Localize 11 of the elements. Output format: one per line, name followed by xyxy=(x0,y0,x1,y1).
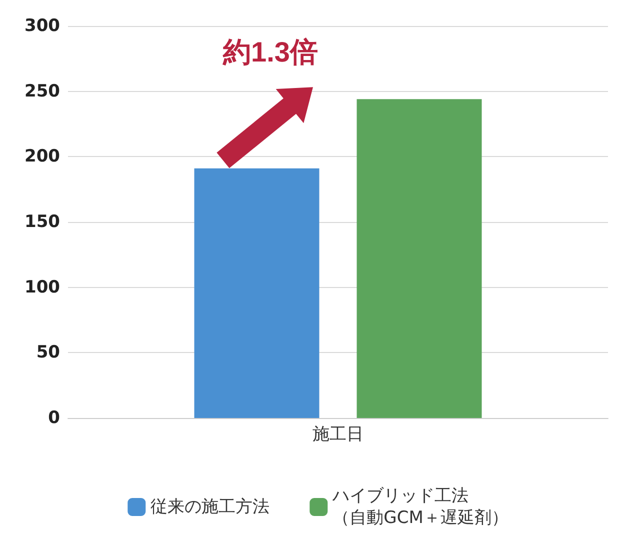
y-tick-label: 0 xyxy=(48,408,60,428)
legend-label: 従来の施工方法 xyxy=(150,497,270,517)
y-tick-label: 200 xyxy=(24,146,60,167)
y-tick-label: 250 xyxy=(24,81,60,102)
legend-label: ハイブリッド工法（自動GCM＋遅延剤） xyxy=(332,486,508,528)
y-tick-label: 300 xyxy=(24,16,60,36)
y-tick-label: 150 xyxy=(24,212,60,232)
annotation: 約1.3倍 xyxy=(222,36,318,68)
y-tick-label: 50 xyxy=(36,342,60,363)
x-tick-label: 施工日 xyxy=(312,424,364,444)
y-tick-label: 100 xyxy=(24,277,60,298)
